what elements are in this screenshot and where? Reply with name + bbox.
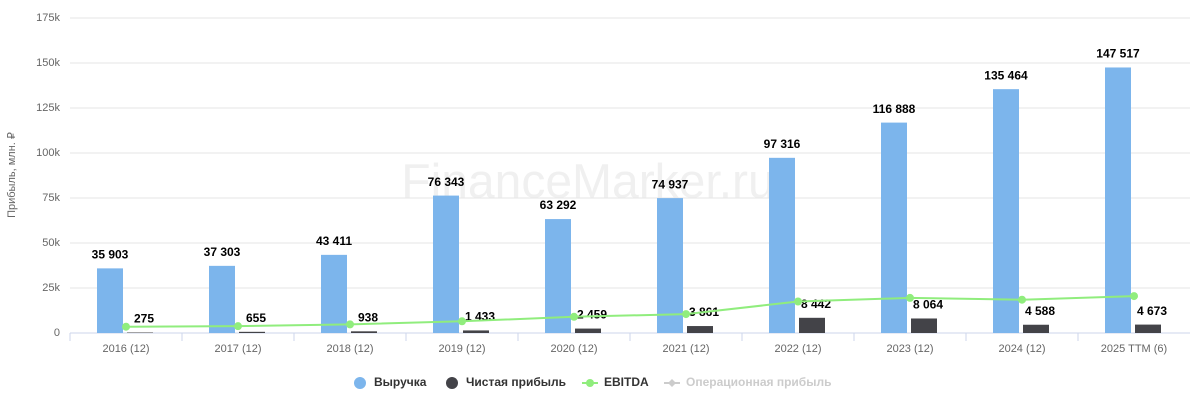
value-label: 63 292 — [540, 198, 577, 212]
line-point — [682, 310, 690, 319]
bar — [1023, 324, 1049, 333]
line-point — [122, 322, 130, 331]
value-label: 116 888 — [873, 102, 916, 116]
bar — [657, 198, 683, 333]
line-point — [346, 320, 354, 329]
legend-label[interactable]: Чистая прибыль — [466, 375, 566, 389]
value-label: 938 — [358, 310, 378, 324]
line-point — [234, 322, 242, 331]
line-point — [1130, 292, 1138, 301]
bar — [993, 89, 1019, 334]
bar — [911, 318, 937, 333]
y-tick-label: 0 — [54, 327, 60, 339]
value-label: 135 464 — [984, 68, 1028, 82]
legend-label[interactable]: Выручка — [374, 375, 427, 389]
legend-symbol — [586, 379, 594, 387]
legend-label[interactable]: Операционная прибыль — [686, 375, 831, 389]
legend-label[interactable]: EBITDA — [604, 375, 649, 389]
y-tick-label: 100k — [36, 147, 60, 159]
x-tick-label: 2018 (12) — [326, 343, 373, 355]
value-label: 655 — [246, 311, 266, 325]
line-point — [570, 312, 578, 321]
y-tick-label: 175k — [36, 12, 60, 24]
bar — [687, 326, 713, 333]
line-point — [906, 293, 914, 302]
x-tick-label: 2019 (12) — [438, 343, 485, 355]
x-tick-label: 2023 (12) — [886, 343, 933, 355]
x-tick-label: 2020 (12) — [550, 343, 597, 355]
x-tick-label: 2017 (12) — [214, 343, 261, 355]
value-label: 8 064 — [913, 298, 943, 312]
legend-symbol — [354, 377, 366, 389]
y-tick-label: 50k — [42, 237, 60, 249]
y-axis-label: Прибыль, млн. ₽ — [6, 132, 18, 218]
value-label: 43 411 — [316, 234, 352, 248]
value-label: 4 588 — [1025, 304, 1055, 318]
y-tick-label: 25k — [42, 282, 60, 294]
bar — [769, 157, 795, 333]
bar — [1105, 67, 1131, 334]
value-label: 4 673 — [1137, 304, 1167, 318]
bar — [351, 331, 377, 333]
value-label: 37 303 — [204, 245, 241, 259]
bar — [1135, 324, 1161, 333]
x-tick-label: 2024 (12) — [998, 343, 1045, 355]
value-label: 74 937 — [652, 177, 689, 191]
value-label: 8 442 — [801, 297, 831, 311]
y-tick-label: 125k — [36, 102, 60, 114]
value-label: 147 517 — [1096, 47, 1140, 61]
value-label: 97 316 — [764, 137, 801, 151]
x-tick-label: 2022 (12) — [774, 343, 821, 355]
line-point — [1018, 295, 1026, 304]
y-tick-label: 75k — [42, 192, 60, 204]
value-label: 76 343 — [428, 175, 465, 189]
x-tick-label: 2016 (12) — [102, 343, 149, 355]
bar — [575, 328, 601, 333]
bar — [209, 265, 235, 333]
line-point — [458, 317, 466, 326]
line — [125, 295, 1135, 328]
bar — [433, 195, 459, 333]
bar — [321, 254, 347, 333]
bar — [799, 317, 825, 333]
bar — [463, 330, 489, 333]
x-tick-label: 2025 TTM (6) — [1101, 343, 1167, 355]
bar — [881, 122, 907, 334]
value-label: 35 903 — [92, 248, 129, 262]
line-point — [794, 297, 802, 306]
legend-symbol — [446, 377, 458, 389]
bar — [545, 219, 571, 333]
bar — [97, 268, 123, 333]
value-label: 2 459 — [577, 308, 607, 322]
legend-symbol — [668, 379, 676, 387]
x-tick-label: 2021 (12) — [662, 343, 709, 355]
value-label: 275 — [134, 312, 154, 326]
y-tick-label: 150k — [36, 57, 60, 69]
watermark: FinanceMarker.ru — [401, 156, 774, 209]
bar — [239, 331, 265, 333]
